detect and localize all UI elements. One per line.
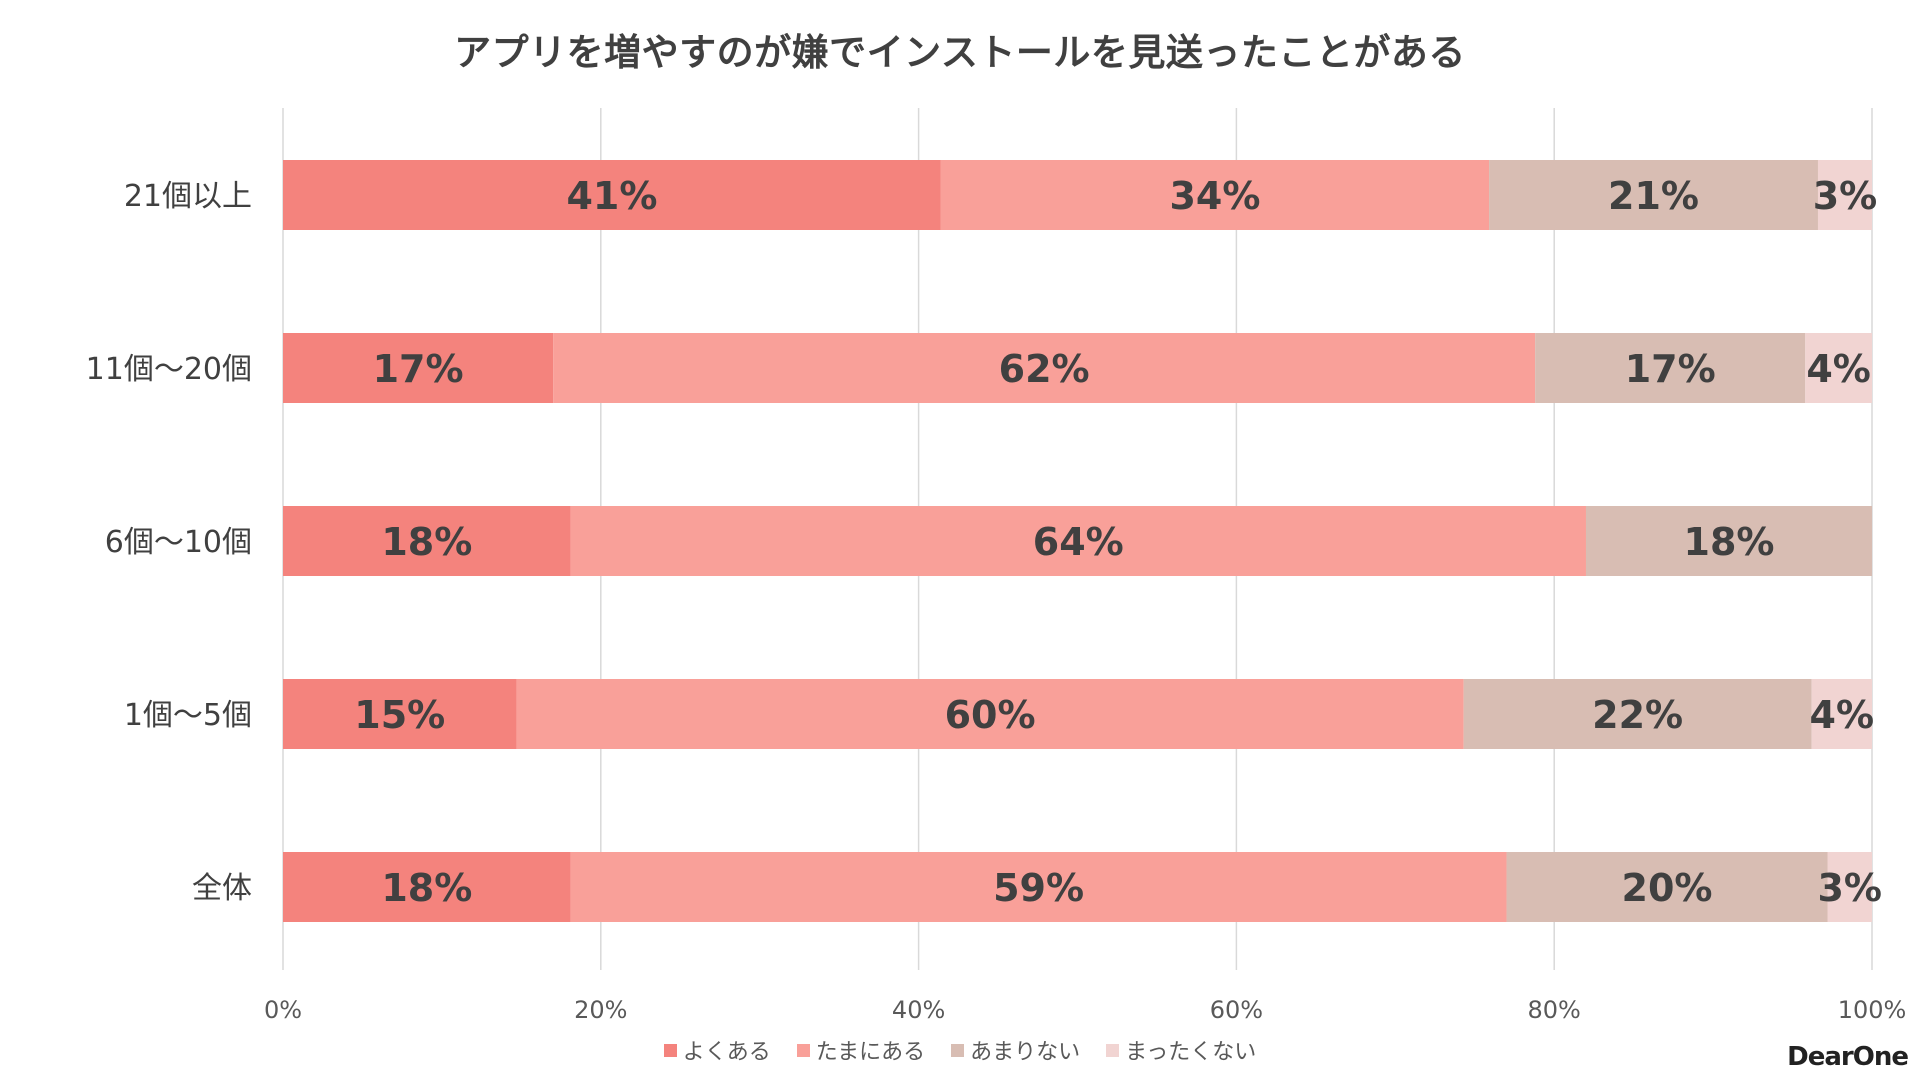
bar-segment — [1489, 160, 1818, 230]
bar-segment — [516, 679, 1464, 749]
data-label: 18% — [381, 520, 472, 564]
bar-segment — [283, 506, 571, 576]
x-tick-label: 20% — [574, 996, 627, 1024]
bar-segment — [1463, 679, 1812, 749]
bar-segment — [1585, 506, 1872, 576]
data-label: 17% — [1625, 347, 1716, 391]
bar-segment — [283, 160, 941, 230]
bar-segment — [553, 333, 1536, 403]
category-label: 6個～10個 — [105, 525, 252, 560]
legend-item: まったくない — [1106, 1034, 1256, 1066]
legend-label: よくある — [682, 1040, 771, 1065]
data-label: 59% — [993, 866, 1084, 910]
x-tick-label: 60% — [1210, 996, 1263, 1024]
x-tick-label: 100% — [1838, 996, 1907, 1024]
legend-swatch — [951, 1043, 965, 1057]
bar-segment — [570, 852, 1507, 922]
legend-label: あまりない — [970, 1040, 1081, 1065]
bar-segment — [283, 679, 517, 749]
bar-segment — [1811, 679, 1872, 749]
data-label: 21% — [1608, 174, 1699, 218]
data-label: 4% — [1810, 693, 1875, 737]
data-label: 18% — [1684, 520, 1775, 564]
data-label: 3% — [1813, 174, 1878, 218]
data-label: 4% — [1806, 347, 1871, 391]
data-label: 18% — [381, 866, 472, 910]
category-label: 全体 — [192, 871, 252, 906]
data-label: 41% — [566, 174, 657, 218]
legend-label: まったくない — [1125, 1040, 1257, 1065]
bar-segment — [1827, 852, 1872, 922]
data-label: 20% — [1622, 866, 1713, 910]
legend-label: たまにある — [815, 1040, 926, 1065]
legend-item: あまりない — [951, 1034, 1080, 1066]
x-tick-label: 80% — [1528, 996, 1581, 1024]
bar-segment — [1535, 333, 1806, 403]
bar-segment — [940, 160, 1490, 230]
data-label: 64% — [1033, 520, 1124, 564]
category-label: 1個～5個 — [124, 698, 252, 733]
bar-segment — [1817, 160, 1872, 230]
brand-logo: DearOne — [1787, 1042, 1909, 1072]
data-label: 17% — [373, 347, 464, 391]
legend-item: たまにある — [796, 1034, 926, 1066]
data-label: 62% — [999, 347, 1090, 391]
x-tick-label: 0% — [264, 996, 302, 1024]
axis-labels: 0% 20% 40% 60% 80% 100% 21個以上 11個～20個 6個～10個 1個～5… — [86, 179, 1907, 1024]
x-tick-label: 40% — [892, 996, 945, 1024]
legend-item: よくある — [663, 1034, 771, 1066]
data-label: 60% — [945, 693, 1036, 737]
category-label: 11個～20個 — [86, 352, 252, 387]
legend: よくある たまにある あまりない まったくない — [0, 1034, 1920, 1066]
bar-segment — [570, 506, 1586, 576]
data-labels: 41% 34% 21% 3% 17% 62% 17% 4% 18% 64% 18% 15% 60% 22%… — [354, 174, 1882, 910]
data-label: 15% — [354, 693, 445, 737]
chart-title: アプリを増やすのが嫌でインストールを見送ったことがある — [454, 31, 1466, 74]
data-label: 34% — [1169, 174, 1260, 218]
data-label: 3% — [1817, 866, 1882, 910]
bar-segment — [283, 852, 571, 922]
legend-swatch — [796, 1043, 810, 1057]
bar-segment — [1506, 852, 1828, 922]
legend-swatch — [663, 1043, 677, 1057]
legend-swatch — [1106, 1043, 1120, 1057]
data-label: 22% — [1592, 693, 1683, 737]
bar-segments — [283, 160, 1872, 922]
bar-segment — [1805, 333, 1872, 403]
category-label: 21個以上 — [124, 179, 252, 214]
bar-segment — [283, 333, 554, 403]
